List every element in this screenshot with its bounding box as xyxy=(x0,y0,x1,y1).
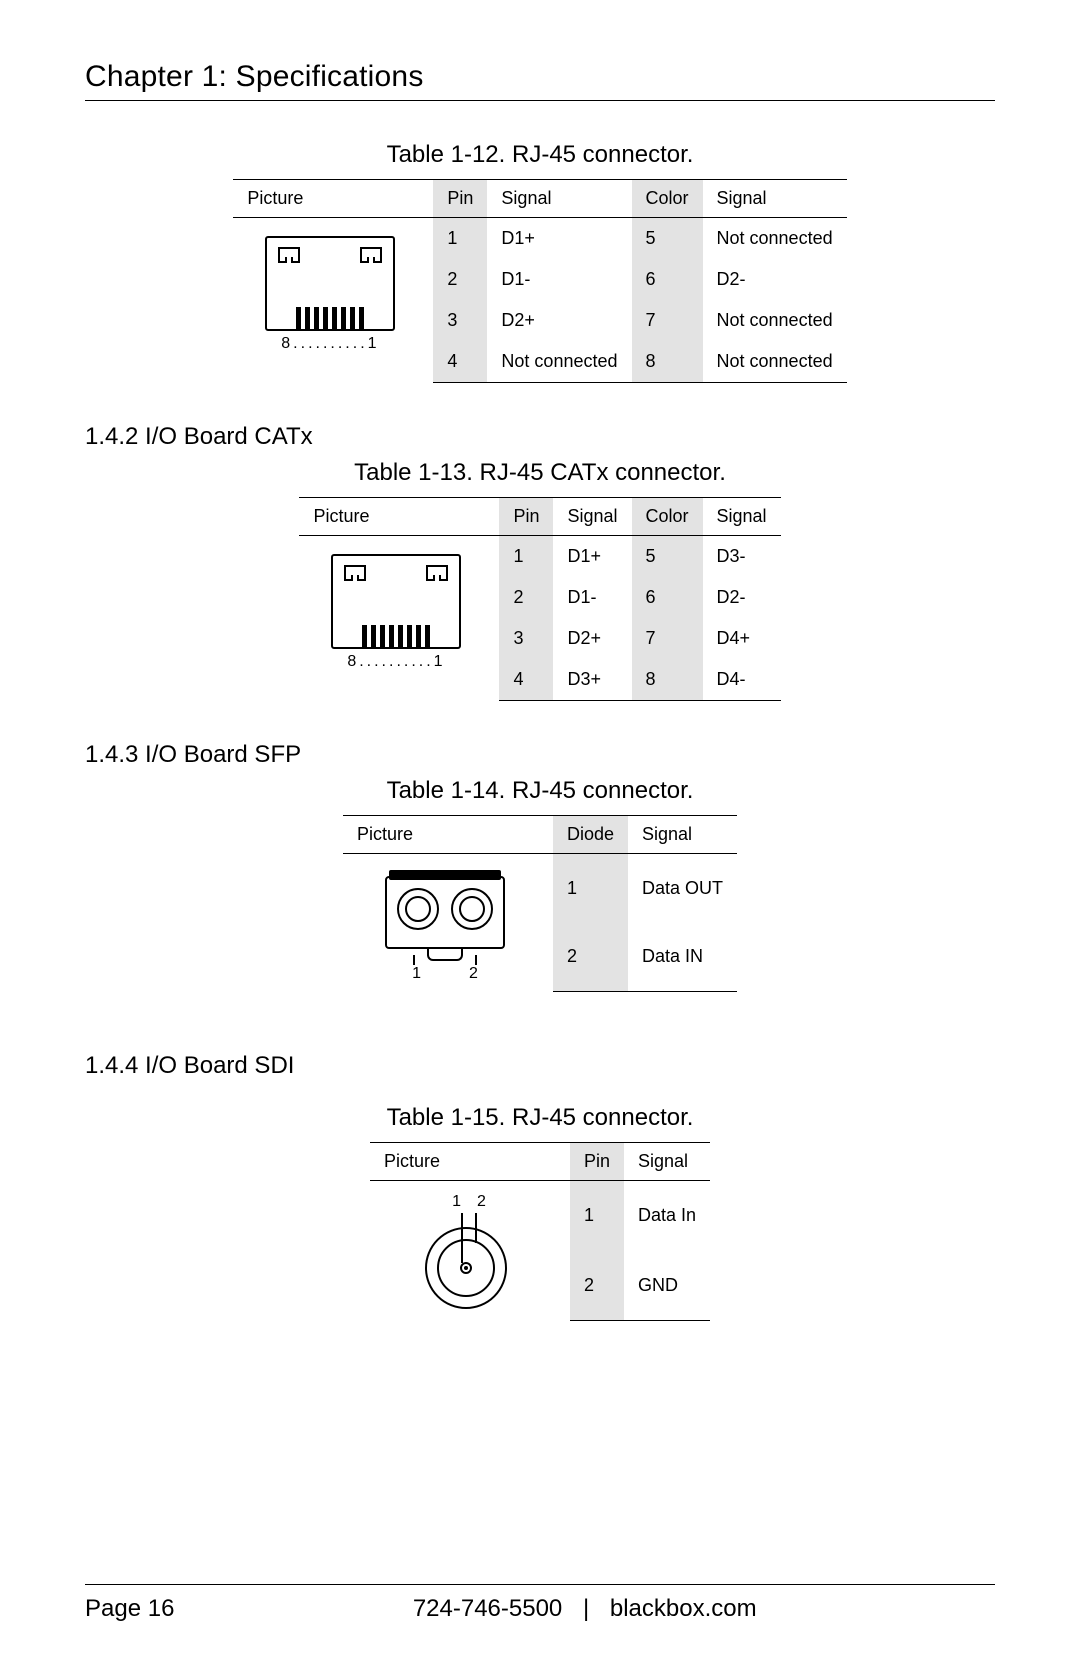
th-signal: Signal xyxy=(628,816,737,854)
cell-signal1: D1+ xyxy=(487,218,631,260)
table14-caption: Table 1-14. RJ-45 connector. xyxy=(85,777,995,805)
th-picture: Picture xyxy=(299,498,499,536)
th-signal: Signal xyxy=(624,1142,710,1180)
rj45-pin-label: 8..........1 xyxy=(311,653,481,671)
table12: Picture Pin Signal Color Signal 8.......… xyxy=(233,179,846,383)
footer-phone: 724-746-5500 xyxy=(413,1595,562,1622)
bnc-label-2: 2 xyxy=(477,1193,486,1211)
th-color: Color xyxy=(632,498,703,536)
section-142: 1.4.2 I/O Board CATx xyxy=(85,423,995,451)
th-picture: Picture xyxy=(370,1142,570,1180)
cell-signal: Data In xyxy=(624,1180,710,1250)
cell-pin: 2 xyxy=(433,259,487,300)
cell-diode: 1 xyxy=(553,854,628,923)
th-diode: Diode xyxy=(553,816,628,854)
cell-signal2: D2- xyxy=(703,259,847,300)
cell-signal1: D1+ xyxy=(553,536,631,578)
th-pin: Pin xyxy=(433,180,487,218)
th-signal1: Signal xyxy=(487,180,631,218)
sfp-label-2: 2 xyxy=(469,965,478,983)
cell-pin: 3 xyxy=(499,618,553,659)
table-row: 8..........1 1 D1+ 5 D3- xyxy=(299,536,780,578)
sfp-picture: 1 2 xyxy=(343,854,553,992)
cell-pin: 2 xyxy=(499,577,553,618)
bnc-icon xyxy=(417,1213,517,1313)
table13-caption: Table 1-13. RJ-45 CATx connector. xyxy=(85,459,995,487)
footer-sep: | xyxy=(583,1595,589,1622)
cell-color: 8 xyxy=(632,659,703,701)
cell-color: 7 xyxy=(632,300,703,341)
cell-color: 5 xyxy=(632,536,703,578)
table-row: 8..........1 1 D1+ 5 Not connected xyxy=(233,218,846,260)
cell-signal1: Not connected xyxy=(487,341,631,383)
cell-signal2: Not connected xyxy=(703,218,847,260)
cell-pin: 3 xyxy=(433,300,487,341)
bnc-label-1: 1 xyxy=(452,1193,461,1211)
table15-caption: Table 1-15. RJ-45 connector. xyxy=(85,1104,995,1132)
cell-diode: 2 xyxy=(553,922,628,991)
chapter-title: Chapter 1: Specifications xyxy=(85,60,995,101)
cell-signal: Data IN xyxy=(628,922,737,991)
table15: Picture Pin Signal 1 2 xyxy=(370,1142,710,1322)
section-143: 1.4.3 I/O Board SFP xyxy=(85,741,995,769)
cell-color: 6 xyxy=(632,259,703,300)
cell-signal2: Not connected xyxy=(703,300,847,341)
cell-color: 7 xyxy=(632,618,703,659)
th-color: Color xyxy=(632,180,703,218)
section-144: 1.4.4 I/O Board SDI xyxy=(85,1052,995,1080)
cell-pin: 4 xyxy=(499,659,553,701)
th-picture: Picture xyxy=(343,816,553,854)
cell-signal: Data OUT xyxy=(628,854,737,923)
th-signal2: Signal xyxy=(703,180,847,218)
cell-pin: 4 xyxy=(433,341,487,383)
rj45-picture: 8..........1 xyxy=(299,536,499,701)
th-pin: Pin xyxy=(570,1142,624,1180)
cell-signal1: D2+ xyxy=(553,618,631,659)
th-signal2: Signal xyxy=(703,498,781,536)
sfp-icon xyxy=(375,870,515,965)
cell-signal2: Not connected xyxy=(703,341,847,383)
cell-signal: GND xyxy=(624,1250,710,1320)
cell-signal2: D4+ xyxy=(703,618,781,659)
table13: Picture Pin Signal Color Signal 8.......… xyxy=(299,497,780,701)
rj45-pin-label: 8..........1 xyxy=(245,335,415,353)
cell-signal2: D3- xyxy=(703,536,781,578)
th-signal1: Signal xyxy=(553,498,631,536)
cell-color: 5 xyxy=(632,218,703,260)
table14: Picture Diode Signal xyxy=(343,815,737,992)
cell-signal1: D3+ xyxy=(553,659,631,701)
table-row: 1 2 1 Data OUT xyxy=(343,854,737,923)
sfp-label-1: 1 xyxy=(412,965,421,983)
page-number: Page 16 xyxy=(85,1595,174,1623)
cell-pin: 1 xyxy=(433,218,487,260)
table-row: 1 2 1 Data In xyxy=(370,1180,710,1250)
cell-color: 6 xyxy=(632,577,703,618)
cell-signal2: D4- xyxy=(703,659,781,701)
cell-color: 8 xyxy=(632,341,703,383)
rj45-icon xyxy=(265,236,395,331)
rj45-picture: 8..........1 xyxy=(233,218,433,383)
cell-signal1: D1- xyxy=(553,577,631,618)
footer-site: blackbox.com xyxy=(610,1595,757,1622)
cell-pin: 2 xyxy=(570,1250,624,1320)
th-pin: Pin xyxy=(499,498,553,536)
cell-signal2: D2- xyxy=(703,577,781,618)
table12-caption: Table 1-12. RJ-45 connector. xyxy=(85,141,995,169)
page-footer: Page 16 724-746-5500 | blackbox.com xyxy=(85,1584,995,1623)
cell-pin: 1 xyxy=(499,536,553,578)
bnc-picture: 1 2 xyxy=(370,1180,570,1321)
rj45-icon xyxy=(331,554,461,649)
cell-pin: 1 xyxy=(570,1180,624,1250)
cell-signal1: D1- xyxy=(487,259,631,300)
cell-signal1: D2+ xyxy=(487,300,631,341)
th-picture: Picture xyxy=(233,180,433,218)
